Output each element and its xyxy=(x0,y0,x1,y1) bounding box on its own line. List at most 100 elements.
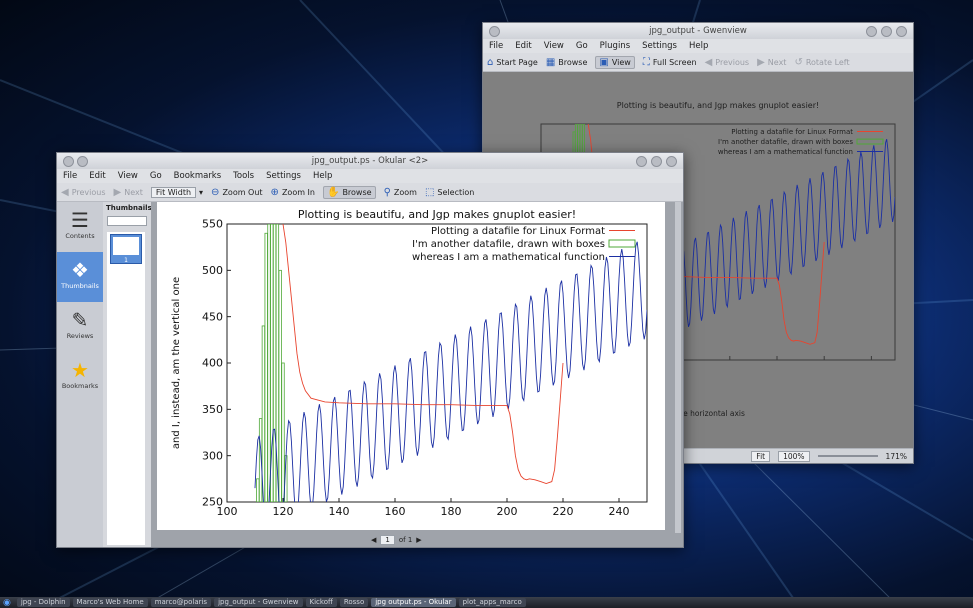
plot-frame xyxy=(226,223,648,503)
browse-button[interactable]: ▦ Browse xyxy=(545,56,588,68)
menu-settings[interactable]: Settings xyxy=(642,41,677,51)
x-tick-label: 140 xyxy=(329,505,350,518)
bar xyxy=(281,362,285,502)
legend-label: I'm another datafile, drawn with boxes xyxy=(718,138,853,146)
thumbnail-search-input[interactable] xyxy=(107,216,147,226)
legend-swatch xyxy=(608,239,636,248)
fit-button[interactable]: Fit xyxy=(751,450,771,462)
next-button[interactable]: ▶ Next xyxy=(113,186,143,198)
taskbar-task[interactable]: Rosso xyxy=(339,598,369,607)
taskbar-task[interactable]: jpg - Dolphin xyxy=(16,598,70,607)
window-menu-icon[interactable] xyxy=(63,156,74,167)
pen-icon: ✎ xyxy=(71,308,89,332)
sidebar-item-thumbnails[interactable]: ❖ Thumbnails xyxy=(57,252,103,302)
okular-toolbar: ◀ Previous ▶ Next Fit Width ▾ ⊖ Zoom Out ⊕ Zo… xyxy=(57,183,683,202)
maximize-button[interactable] xyxy=(651,156,662,167)
menu-file[interactable]: File xyxy=(489,41,504,51)
okular-menubar: File Edit View Go Bookmarks Tools Settin… xyxy=(57,169,683,183)
selection-icon: ⬚ xyxy=(424,186,435,198)
thumbnail-page[interactable]: 1 xyxy=(110,234,142,264)
legend-label: whereas I am a mathematical function xyxy=(412,252,605,263)
kde-menu-icon[interactable]: ◉ xyxy=(3,597,11,608)
start-page-button[interactable]: ⌂ Start Page xyxy=(487,56,538,68)
taskbar-task[interactable]: plot_apps_marco xyxy=(458,598,526,607)
legend-label: whereas I am a mathematical function xyxy=(718,148,853,156)
chevron-down-icon: ▾ xyxy=(199,187,204,197)
okular-title: jpg_output.ps - Okular <2> xyxy=(311,156,429,166)
zoom-value-field[interactable]: 100% xyxy=(778,450,810,462)
thumbnail-list: 1 xyxy=(107,232,145,545)
full-screen-button[interactable]: ⛶ Full Screen xyxy=(642,56,697,68)
document-page: Plotting is beautifu, and Jgp makes gnup… xyxy=(157,202,665,530)
close-button[interactable] xyxy=(666,156,677,167)
menu-go[interactable]: Go xyxy=(575,41,588,51)
zoom-in-icon: ⊕ xyxy=(270,186,279,198)
menu-edit[interactable]: Edit xyxy=(515,41,532,51)
menu-bookmarks[interactable]: Bookmarks xyxy=(173,171,222,181)
selection-tool-button[interactable]: ⬚ Selection xyxy=(424,186,475,198)
pin-icon[interactable] xyxy=(77,156,88,167)
x-tick-label: 240 xyxy=(609,505,630,518)
bar xyxy=(256,478,260,502)
sidebar-item-reviews[interactable]: ✎ Reviews xyxy=(57,302,103,352)
thumbnails-icon: ❖ xyxy=(71,258,89,282)
magnifier-icon: ⚲ xyxy=(383,186,391,198)
previous-button[interactable]: ◀ Previous xyxy=(61,186,106,198)
x-tick-label: 100 xyxy=(217,505,238,518)
zoom-tool-button[interactable]: ⚲ Zoom xyxy=(383,186,417,198)
sidebar-item-contents[interactable]: ☰ Contents xyxy=(57,202,103,252)
chart-title: Plotting is beautifu, and Jgp makes gnup… xyxy=(298,208,576,221)
okular-titlebar[interactable]: jpg_output.ps - Okular <2> xyxy=(57,153,683,169)
rotate-left-button[interactable]: ↺ Rotate Left xyxy=(794,56,850,68)
previous-icon: ◀ xyxy=(61,186,69,198)
taskbar-task[interactable]: marco@polaris xyxy=(150,598,212,607)
maximize-button[interactable] xyxy=(881,26,892,37)
menu-settings[interactable]: Settings xyxy=(266,171,301,181)
browse-tool-button[interactable]: ✋ Browse xyxy=(322,185,376,199)
y-tick-label: 300 xyxy=(202,449,223,462)
sidebar-item-bookmarks[interactable]: ★ Bookmarks xyxy=(57,352,103,402)
taskbar-task[interactable]: jpg_output - Gwenview xyxy=(214,598,303,607)
zoom-out-button[interactable]: ⊖ Zoom Out xyxy=(211,186,263,198)
zoom-slider[interactable] xyxy=(817,455,878,457)
menu-go[interactable]: Go xyxy=(149,171,162,181)
thumbnail-page-number: 1 xyxy=(124,257,128,264)
star-icon: ★ xyxy=(71,358,89,382)
y-tick-label: 350 xyxy=(202,403,223,416)
menu-file[interactable]: File xyxy=(63,171,78,181)
menu-view[interactable]: View xyxy=(543,41,564,51)
fullscreen-icon: ⛶ xyxy=(642,56,650,68)
menu-plugins[interactable]: Plugins xyxy=(599,41,631,51)
previous-button[interactable]: ◀ Previous xyxy=(704,56,750,68)
taskbar-task[interactable]: Marco's Web Home xyxy=(72,598,148,607)
legend-label: Plotting a datafile for Linux Format xyxy=(431,226,605,237)
next-page-icon[interactable]: ▶ xyxy=(416,536,422,544)
minimize-button[interactable] xyxy=(866,26,877,37)
menu-edit[interactable]: Edit xyxy=(89,171,106,181)
menu-help[interactable]: Help xyxy=(313,171,333,181)
page-number-input[interactable]: 1 xyxy=(380,535,395,545)
fit-width-select[interactable]: Fit Width ▾ xyxy=(150,186,204,198)
taskbar-task[interactable]: Kickoff xyxy=(305,598,337,607)
thumbnails-panel: Thumbnails 1 xyxy=(103,202,152,547)
menu-view[interactable]: View xyxy=(117,171,138,181)
gwenview-toolbar: ⌂ Start Page ▦ Browse ▣ View ⛶ Full Screen ◀… xyxy=(483,53,913,72)
view-button[interactable]: ▣ View xyxy=(595,55,635,69)
document-area[interactable]: Plotting is beautifu, and Jgp makes gnup… xyxy=(151,202,683,547)
taskbar-task[interactable]: jpg output.ps - Okular xyxy=(371,598,456,607)
prev-page-icon[interactable]: ◀ xyxy=(371,536,377,544)
image-icon: ▣ xyxy=(599,56,609,68)
vertical-scrollbar[interactable] xyxy=(675,202,681,533)
menu-tools[interactable]: Tools xyxy=(233,171,255,181)
window-menu-icon[interactable] xyxy=(489,26,500,37)
menu-help[interactable]: Help xyxy=(689,41,709,51)
gwenview-titlebar[interactable]: jpg_output - Gwenview xyxy=(483,23,913,39)
next-button[interactable]: ▶ Next xyxy=(757,56,787,68)
close-button[interactable] xyxy=(896,26,907,37)
grid-icon: ▦ xyxy=(545,56,556,68)
zoom-in-button[interactable]: ⊕ Zoom In xyxy=(270,186,315,198)
bar xyxy=(278,269,282,502)
minimize-button[interactable] xyxy=(636,156,647,167)
y-tick-label: 250 xyxy=(202,496,223,509)
next-icon: ▶ xyxy=(113,186,122,198)
